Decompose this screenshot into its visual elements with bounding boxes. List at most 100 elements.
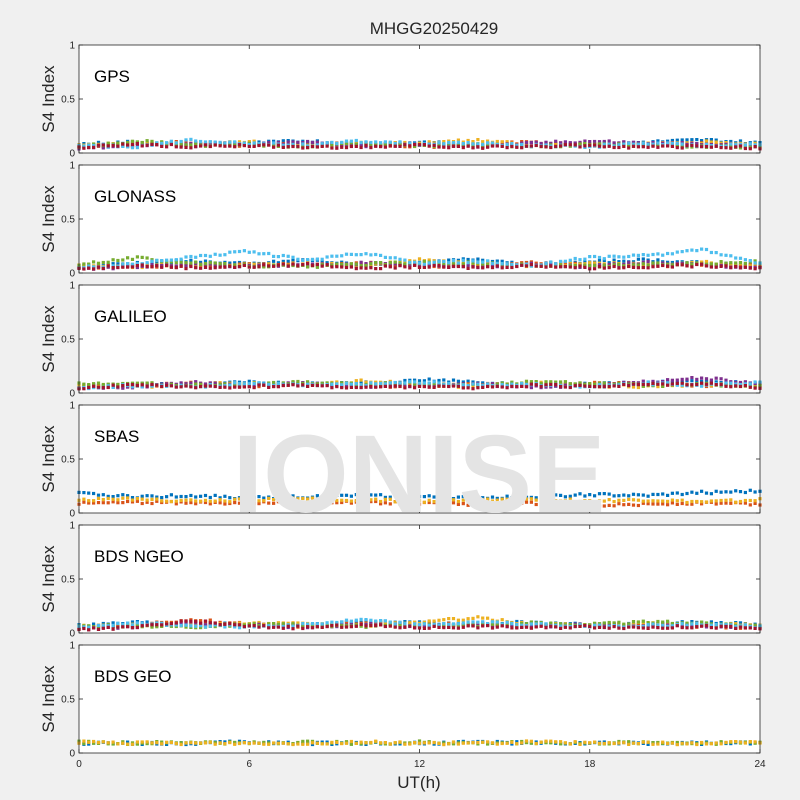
data-point <box>374 624 378 628</box>
data-point <box>738 380 743 385</box>
data-point <box>184 501 188 505</box>
data-point <box>593 621 597 625</box>
data-point <box>719 624 723 628</box>
data-point <box>486 259 490 263</box>
data-point <box>140 497 144 501</box>
data-point <box>500 501 504 505</box>
data-point <box>573 502 577 506</box>
data-point <box>126 256 130 260</box>
data-point <box>306 139 310 144</box>
panel-label: GLONASS <box>94 187 176 206</box>
data-point <box>651 381 655 385</box>
data-point <box>101 493 105 497</box>
data-point <box>456 502 460 506</box>
data-point <box>359 740 363 744</box>
data-point <box>670 260 674 265</box>
data-point <box>199 741 203 745</box>
data-point <box>310 144 315 149</box>
data-point <box>218 623 222 627</box>
data-point <box>393 262 397 266</box>
data-point <box>666 251 670 256</box>
data-point <box>417 257 422 261</box>
data-point <box>593 623 597 627</box>
data-point <box>330 624 334 628</box>
data-point <box>559 385 563 389</box>
y-tick-label: 0.5 <box>61 695 75 706</box>
data-point <box>116 265 120 270</box>
data-point <box>213 261 217 265</box>
data-point <box>349 499 353 503</box>
data-point <box>130 385 135 389</box>
data-point <box>743 498 747 503</box>
data-point <box>700 740 704 745</box>
data-point <box>383 624 387 629</box>
data-point <box>661 263 665 268</box>
data-point <box>573 493 577 497</box>
data-point <box>165 145 169 149</box>
data-point <box>466 494 470 498</box>
data-point <box>437 498 441 502</box>
data-point <box>92 622 96 626</box>
data-point <box>203 500 208 505</box>
data-point <box>719 490 723 494</box>
data-point <box>427 381 431 385</box>
data-point <box>451 740 456 744</box>
data-point <box>661 740 665 744</box>
data-point <box>315 625 319 629</box>
data-point <box>344 386 349 390</box>
data-point <box>199 621 203 625</box>
data-point <box>213 499 217 503</box>
data-point <box>563 143 567 147</box>
data-point <box>286 624 290 628</box>
data-point <box>680 250 684 254</box>
data-point <box>272 259 276 263</box>
data-point <box>228 144 232 148</box>
data-point <box>325 255 329 259</box>
data-point <box>194 624 198 628</box>
data-point <box>262 252 266 256</box>
data-point <box>437 260 441 264</box>
data-point <box>685 621 689 625</box>
data-point <box>189 143 193 147</box>
data-point <box>666 499 670 503</box>
data-point <box>734 740 738 744</box>
data-point <box>597 142 602 146</box>
data-point <box>622 626 626 631</box>
data-point <box>223 253 227 257</box>
data-point <box>203 384 208 388</box>
data-point <box>432 385 436 389</box>
data-point <box>578 258 582 262</box>
data-point <box>140 263 144 267</box>
data-point <box>174 623 178 627</box>
data-point <box>544 143 548 147</box>
data-point <box>597 499 602 503</box>
data-point <box>651 625 655 629</box>
data-point <box>408 259 412 263</box>
data-point <box>544 495 548 499</box>
data-point <box>408 266 412 270</box>
data-point <box>714 623 718 627</box>
data-point <box>539 740 543 744</box>
data-point <box>666 493 670 497</box>
data-point <box>116 382 120 386</box>
data-point <box>354 499 358 503</box>
data-point <box>490 266 495 270</box>
data-point <box>729 740 733 744</box>
data-point <box>724 501 728 505</box>
data-point <box>223 265 227 269</box>
data-point <box>184 623 188 627</box>
data-point <box>364 385 368 389</box>
data-point <box>524 495 529 499</box>
data-point <box>145 261 149 265</box>
data-point <box>675 146 679 150</box>
data-point <box>588 624 592 629</box>
data-point <box>145 384 149 388</box>
data-point <box>340 386 344 390</box>
data-point <box>641 253 645 257</box>
data-point <box>500 622 504 626</box>
data-point <box>340 265 344 269</box>
y-tick-label: 1 <box>69 641 75 652</box>
data-point <box>199 499 203 503</box>
data-point <box>199 619 203 623</box>
data-point <box>486 616 490 620</box>
